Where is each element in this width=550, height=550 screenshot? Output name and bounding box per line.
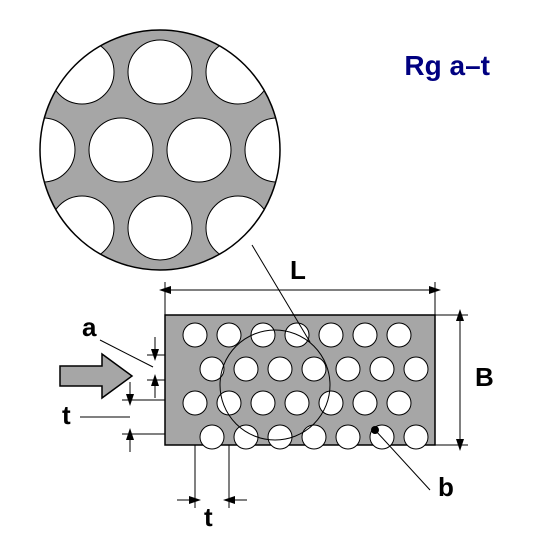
diagram-svg — [0, 0, 550, 550]
diagram-canvas: Rg a–t L B a t t b — [0, 0, 550, 550]
